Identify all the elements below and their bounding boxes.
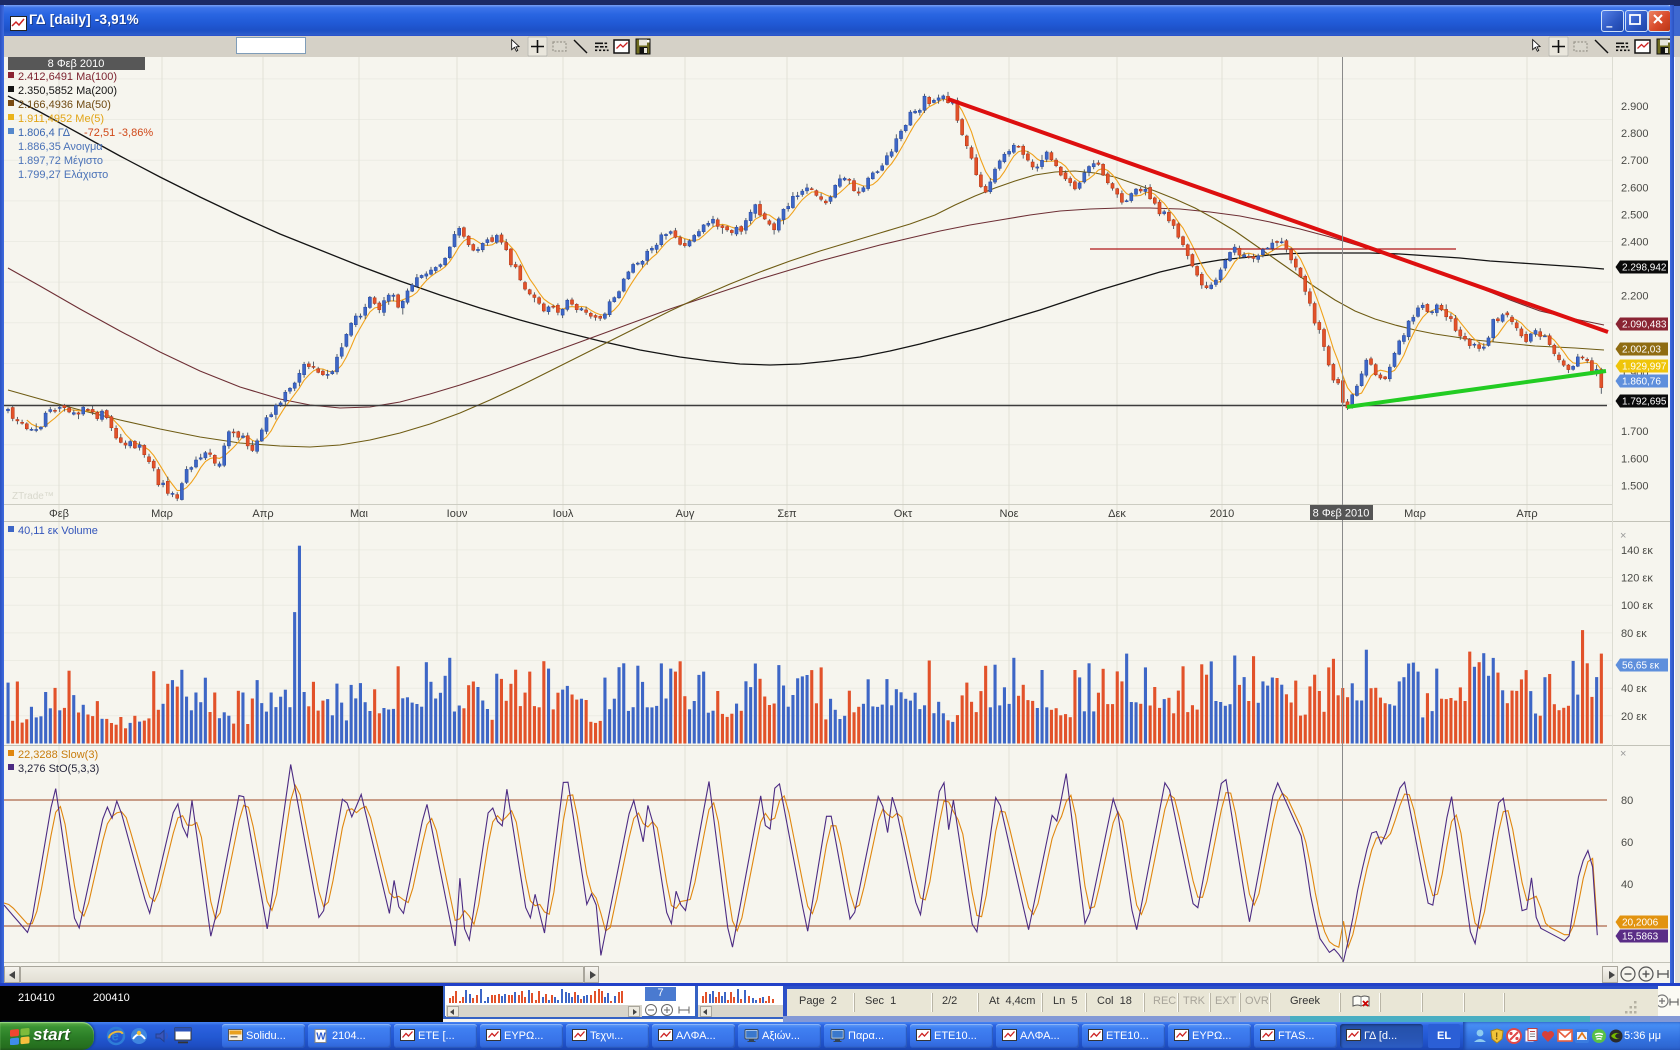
svg-text:20 εκ: 20 εκ — [1621, 711, 1647, 723]
svg-text:2.298,942: 2.298,942 — [1622, 263, 1667, 274]
svg-text:56,65 εκ: 56,65 εκ — [1622, 661, 1660, 672]
svg-text:ZTrade™: ZTrade™ — [12, 491, 54, 502]
svg-text:1.806,4 ΓΔ: 1.806,4 ΓΔ — [18, 127, 71, 139]
svg-text:60: 60 — [1621, 837, 1633, 849]
svg-text:22,3288 Slow(3): 22,3288 Slow(3) — [18, 749, 98, 761]
svg-text:1.792,695: 1.792,695 — [1622, 397, 1667, 408]
svg-text:Δεκ: Δεκ — [1108, 508, 1126, 520]
svg-text:40: 40 — [1621, 879, 1633, 891]
svg-text:80 εκ: 80 εκ — [1621, 628, 1647, 640]
svg-text:W: W — [316, 1032, 326, 1043]
svg-text:15,5863: 15,5863 — [1622, 932, 1659, 943]
svg-text:2.500: 2.500 — [1621, 209, 1649, 221]
svg-text:Φεβ: Φεβ — [49, 508, 69, 520]
svg-text:2.700: 2.700 — [1621, 155, 1649, 167]
svg-text:Αυγ: Αυγ — [676, 508, 695, 520]
svg-text:2.200: 2.200 — [1621, 291, 1649, 303]
svg-text:1.860,76: 1.860,76 — [1622, 377, 1661, 388]
svg-text:1.929,997: 1.929,997 — [1622, 362, 1667, 373]
svg-text:Σεπ: Σεπ — [777, 508, 797, 520]
svg-text:2010: 2010 — [1210, 508, 1234, 520]
svg-text:!: ! — [1495, 1032, 1498, 1043]
svg-text:2.600: 2.600 — [1621, 182, 1649, 194]
svg-text:×: × — [1620, 530, 1626, 542]
svg-text:80: 80 — [1621, 795, 1633, 807]
svg-text:100 εκ: 100 εκ — [1621, 600, 1653, 612]
svg-text:2.002,03: 2.002,03 — [1622, 345, 1661, 356]
svg-text:1.700: 1.700 — [1621, 426, 1649, 438]
svg-text:Νοε: Νοε — [1000, 508, 1019, 520]
svg-text:2.800: 2.800 — [1621, 128, 1649, 140]
svg-text:Μαρ: Μαρ — [151, 508, 173, 520]
svg-text:40,11 εκ Volume: 40,11 εκ Volume — [18, 525, 98, 537]
svg-text:8 Φεβ 2010: 8 Φεβ 2010 — [48, 58, 105, 70]
svg-text:2.400: 2.400 — [1621, 237, 1649, 249]
svg-text:Μαι: Μαι — [350, 508, 369, 520]
svg-text:120 εκ: 120 εκ — [1621, 573, 1653, 585]
svg-text:1.886,35 Ανοιγμα: 1.886,35 Ανοιγμα — [18, 141, 103, 153]
svg-text:Ιουλ: Ιουλ — [553, 508, 574, 520]
svg-text:8 Φεβ 2010: 8 Φεβ 2010 — [1313, 508, 1370, 520]
svg-text:Οκτ: Οκτ — [894, 508, 913, 520]
svg-text:Απρ: Απρ — [252, 508, 273, 520]
svg-text:40 εκ: 40 εκ — [1621, 683, 1647, 695]
svg-text:1.799,27 Ελάχιστο: 1.799,27 Ελάχιστο — [18, 169, 108, 181]
svg-text:Μαρ: Μαρ — [1404, 508, 1426, 520]
svg-text:1.897,72 Μέγιστο: 1.897,72 Μέγιστο — [18, 155, 103, 167]
svg-text:2.166,4936 Ma(50): 2.166,4936 Ma(50) — [18, 99, 111, 111]
svg-text:2.090,483: 2.090,483 — [1622, 320, 1667, 331]
svg-text:2.900: 2.900 — [1621, 101, 1649, 113]
svg-text:1.600: 1.600 — [1621, 453, 1649, 465]
svg-text:×: × — [1620, 748, 1626, 760]
svg-text:1.911,4952 Me(5): 1.911,4952 Me(5) — [18, 113, 104, 125]
svg-text:20,2006: 20,2006 — [1622, 918, 1659, 929]
svg-text:140 εκ: 140 εκ — [1621, 545, 1653, 557]
svg-text:2.412,6491 Ma(100): 2.412,6491 Ma(100) — [18, 71, 117, 83]
svg-text:3,276 StO(5,3,3): 3,276 StO(5,3,3) — [18, 763, 99, 775]
svg-text:1.500: 1.500 — [1621, 480, 1649, 492]
svg-text:e: e — [112, 1029, 119, 1044]
svg-text:Απρ: Απρ — [1516, 508, 1537, 520]
svg-text:-72,51 -3,86%: -72,51 -3,86% — [84, 127, 153, 139]
svg-text:2.350,5852 Ma(200): 2.350,5852 Ma(200) — [18, 85, 117, 97]
svg-text:Ιουν: Ιουν — [447, 508, 468, 520]
